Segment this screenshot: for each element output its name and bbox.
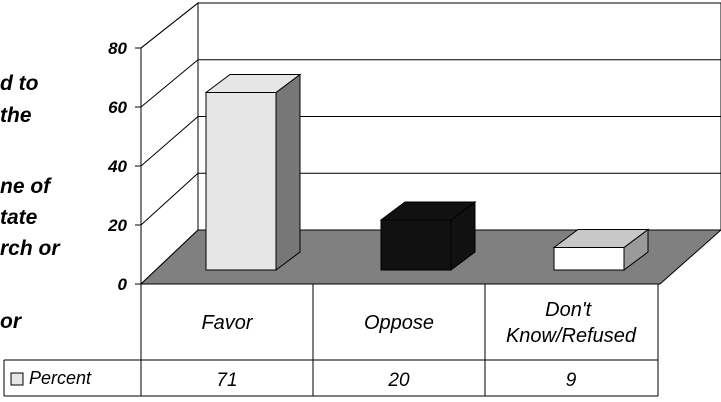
value-oppose: 20 [387, 370, 410, 391]
y-tick-label: 40 [107, 157, 127, 176]
gridlines [140, 2, 721, 226]
category-label-dont-know: Don't Know/Refused [506, 299, 637, 347]
bar-dont-know [552, 228, 650, 271]
gridline-side [140, 172, 199, 226]
data-table [3, 284, 659, 397]
y-tick-label: 20 [107, 216, 127, 235]
gridline-side [140, 59, 199, 108]
question-text-line-1: d to [0, 72, 39, 95]
gridline-side [140, 2, 199, 49]
question-text-line-5: rch or [0, 237, 60, 260]
bar-front-oppose [380, 219, 452, 271]
bar-side-favor [275, 73, 301, 271]
category-label-dont-know-line2: Know/Refused [506, 325, 637, 347]
bar-front-favor [205, 92, 277, 271]
category-label-favor: Favor [201, 312, 253, 334]
y-tick-label: 0 [118, 275, 128, 294]
value-dont-know: 9 [566, 370, 577, 391]
legend-label-percent: Percent [29, 368, 92, 388]
question-text-line-2: the [0, 104, 32, 127]
y-tick-label: 80 [108, 39, 127, 58]
y-axis-ticks: 0 20 40 60 80 [107, 39, 141, 294]
bar-favor [204, 73, 302, 271]
bars [204, 73, 650, 271]
question-text-line-4: tate [0, 206, 38, 229]
value-favor: 71 [216, 370, 237, 391]
y-tick-label: 60 [108, 98, 127, 117]
gridline-side [140, 116, 199, 167]
category-label-oppose: Oppose [364, 312, 434, 334]
category-label-dont-know-line1: Don't [545, 299, 593, 321]
question-text-line-6: or [0, 310, 21, 333]
question-text-line-3: ne of [0, 175, 51, 198]
legend-swatch-percent [10, 372, 24, 386]
bar-oppose [379, 201, 477, 271]
bar-front-dont-know [553, 247, 625, 271]
